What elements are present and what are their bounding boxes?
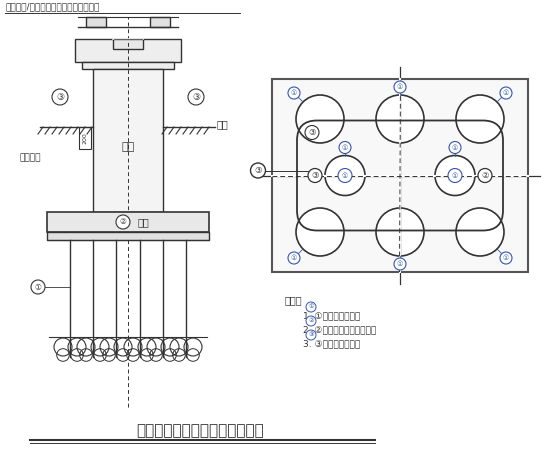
Text: ①: ① — [397, 261, 403, 267]
Bar — [150, 17, 170, 27]
Circle shape — [288, 87, 300, 99]
Bar — [75, 39, 181, 62]
Text: 200: 200 — [82, 132, 87, 144]
Circle shape — [394, 81, 406, 93]
Circle shape — [305, 126, 319, 139]
Text: 说明：: 说明： — [285, 295, 302, 305]
Circle shape — [339, 142, 351, 154]
Circle shape — [456, 208, 504, 256]
Circle shape — [394, 258, 406, 270]
Bar — [79, 127, 91, 149]
Circle shape — [31, 280, 45, 294]
Text: ①: ① — [308, 304, 314, 309]
Text: ①: ① — [35, 282, 41, 292]
Bar — [113, 39, 143, 49]
Text: ③: ③ — [192, 92, 200, 101]
Text: ②: ② — [120, 218, 127, 227]
Text: ①: ① — [452, 172, 458, 179]
Circle shape — [288, 252, 300, 264]
Text: ③: ③ — [308, 128, 316, 137]
Text: 接地端子/接地母排（用于电缆上桥处）: 接地端子/接地母排（用于电缆上桥处） — [5, 2, 99, 11]
Text: 桥梁桩基础接地连接立面示意图: 桥梁桩基础接地连接立面示意图 — [136, 424, 264, 439]
Text: ③: ③ — [311, 171, 319, 180]
Text: 承台: 承台 — [138, 217, 150, 227]
Text: ③: ③ — [308, 333, 314, 338]
Circle shape — [116, 215, 130, 229]
Bar — [93, 69, 163, 212]
Circle shape — [296, 95, 344, 143]
Text: ②: ② — [481, 171, 489, 180]
Text: ①: ① — [342, 144, 348, 150]
Text: ③: ③ — [254, 166, 262, 175]
Text: ①: ① — [397, 84, 403, 90]
Text: ③: ③ — [56, 92, 64, 101]
Bar — [272, 79, 528, 272]
Text: 1. ①桩内结构钢筋；: 1. ①桩内结构钢筋； — [303, 311, 360, 320]
Text: ①: ① — [452, 144, 458, 150]
Bar — [47, 212, 209, 232]
Circle shape — [306, 302, 316, 312]
Text: ②: ② — [308, 319, 314, 324]
Text: 3. ③墩内结构钢筋。: 3. ③墩内结构钢筋。 — [303, 339, 360, 348]
Text: ①: ① — [291, 255, 297, 261]
Circle shape — [456, 95, 504, 143]
Text: ①: ① — [291, 90, 297, 96]
Circle shape — [306, 330, 316, 340]
Circle shape — [338, 169, 352, 182]
Circle shape — [376, 208, 424, 256]
Text: 接地端子: 接地端子 — [20, 153, 41, 162]
Text: 桥墩: 桥墩 — [122, 142, 134, 152]
Circle shape — [448, 169, 462, 182]
Text: ①: ① — [503, 90, 509, 96]
Bar — [86, 17, 106, 27]
Circle shape — [478, 169, 492, 182]
Circle shape — [188, 89, 204, 105]
Bar — [47, 232, 209, 240]
Circle shape — [250, 163, 265, 178]
Text: 地面: 地面 — [217, 119, 228, 129]
Circle shape — [296, 208, 344, 256]
Circle shape — [325, 155, 365, 196]
Circle shape — [500, 87, 512, 99]
Circle shape — [52, 89, 68, 105]
Text: ①: ① — [503, 255, 509, 261]
Circle shape — [308, 169, 322, 182]
Circle shape — [449, 142, 461, 154]
Text: ①: ① — [342, 172, 348, 179]
Circle shape — [376, 95, 424, 143]
Circle shape — [435, 155, 475, 196]
Bar — [82, 62, 174, 69]
Text: 2. ②承台内环接结构钢筋；: 2. ②承台内环接结构钢筋； — [303, 325, 376, 334]
Circle shape — [306, 316, 316, 326]
Circle shape — [500, 252, 512, 264]
